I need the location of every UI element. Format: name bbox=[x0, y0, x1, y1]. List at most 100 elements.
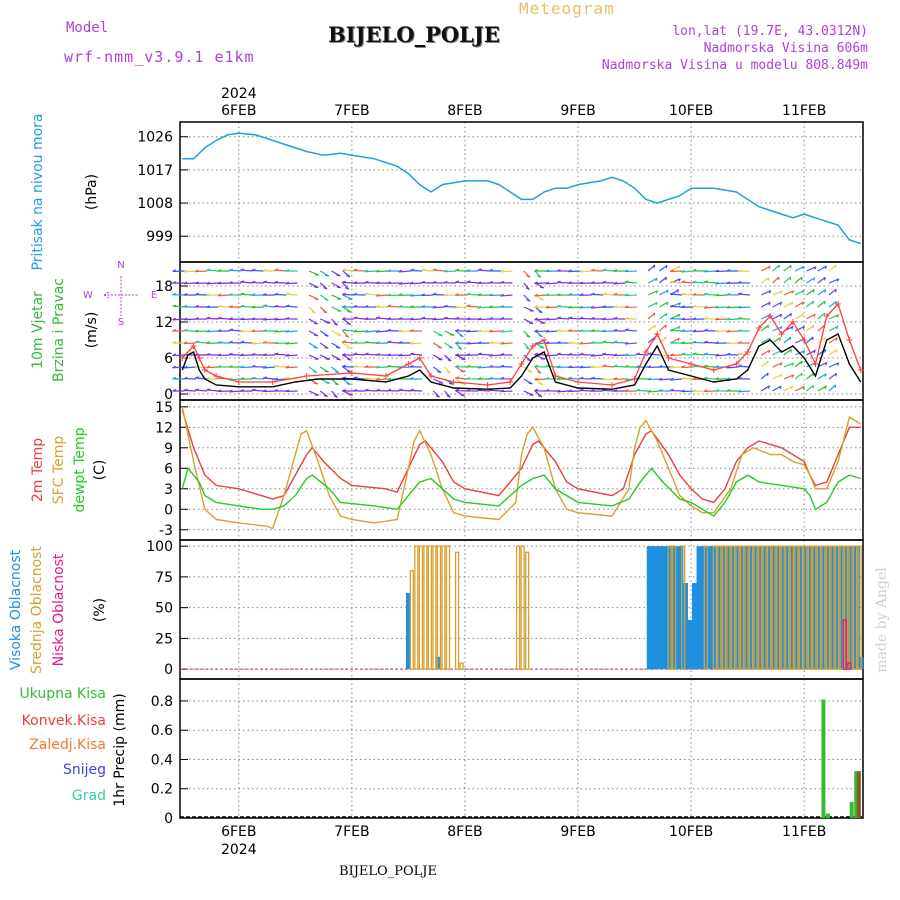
wind-vector-head bbox=[206, 293, 211, 296]
wind-vector-head bbox=[459, 334, 464, 338]
wind-vector-head bbox=[228, 317, 233, 320]
wind-vector-head bbox=[353, 281, 358, 284]
wind-vector-head bbox=[432, 280, 437, 284]
wind-vector-head bbox=[568, 316, 573, 319]
cloud-bar-high bbox=[823, 546, 829, 670]
wind-vector-head bbox=[779, 362, 783, 366]
ytick-label-pressure-0: 999 bbox=[146, 229, 173, 245]
ytick-label-temperature-3: 6 bbox=[164, 461, 173, 477]
cloud-bar-mid bbox=[771, 545, 776, 670]
wind-vector-head bbox=[217, 389, 222, 393]
wind-vector bbox=[251, 269, 264, 272]
wind-vector-head bbox=[375, 388, 380, 392]
ytick-label-precip-1: 0.2 bbox=[151, 782, 173, 798]
wind-vector-head bbox=[285, 292, 290, 295]
wind-vector-head bbox=[217, 293, 222, 297]
wind-vector-head bbox=[590, 341, 595, 344]
wind-vector bbox=[613, 341, 626, 344]
wind-vector-head bbox=[409, 293, 414, 297]
ytick-label-temperature-4: 9 bbox=[164, 441, 173, 457]
wind-vector-head bbox=[726, 352, 731, 356]
wind-vector-head bbox=[477, 365, 482, 369]
cloud-bar-high bbox=[836, 546, 842, 670]
wind-vector-head bbox=[538, 395, 543, 398]
wind-vector bbox=[557, 317, 570, 320]
wind-vector-head bbox=[217, 281, 222, 285]
wind-vector bbox=[715, 282, 728, 285]
wind-vector-head bbox=[534, 341, 538, 345]
wind-vector-head bbox=[437, 370, 442, 374]
wind-vector bbox=[251, 389, 264, 392]
wind-vector-head bbox=[768, 265, 771, 270]
temp-line-sfc-temp bbox=[181, 406, 862, 530]
wind-vector-head bbox=[206, 281, 211, 285]
wind-vector-head bbox=[285, 376, 290, 379]
wind-vector-head bbox=[364, 292, 369, 295]
wind-vector-head bbox=[681, 305, 686, 308]
wind-vector bbox=[794, 372, 803, 380]
wind-vector bbox=[704, 365, 717, 368]
wind-vector bbox=[737, 365, 750, 368]
cloud-bar-low bbox=[842, 619, 848, 670]
wind-vector-head bbox=[274, 377, 278, 381]
wind-vector-head bbox=[528, 370, 533, 373]
wind-vector-head bbox=[726, 341, 731, 345]
wind-vector-head bbox=[669, 316, 674, 320]
wind-vector-head bbox=[336, 358, 341, 361]
wind-vector-head bbox=[228, 281, 233, 284]
wind-gust-marker bbox=[755, 325, 762, 331]
compass-north: N bbox=[117, 260, 124, 271]
wind-vector-head bbox=[313, 382, 318, 385]
cloud-bar-mid bbox=[794, 545, 799, 670]
wind-vector bbox=[806, 372, 814, 380]
wind-vector-head bbox=[353, 341, 358, 344]
wind-vector-head bbox=[251, 364, 256, 368]
wind-vector-head bbox=[665, 265, 668, 269]
wind-vector-head bbox=[488, 268, 493, 272]
wind-vector bbox=[263, 366, 276, 369]
wind-vector-head bbox=[438, 358, 443, 361]
wind-vector bbox=[659, 324, 667, 332]
wind-vector-head bbox=[824, 337, 826, 341]
wind-vector-head bbox=[477, 329, 482, 333]
wind-vector-head bbox=[801, 313, 804, 317]
wind-vector-head bbox=[323, 287, 328, 290]
cloud-bar-high bbox=[705, 546, 711, 670]
wind-vector bbox=[229, 329, 242, 332]
wind-vector-head bbox=[228, 340, 233, 344]
wind-vector bbox=[670, 366, 683, 369]
wind-vector bbox=[772, 373, 782, 380]
wind-vector bbox=[760, 290, 772, 296]
wind-vector-head bbox=[342, 268, 347, 271]
wind-vector bbox=[183, 366, 196, 369]
wind-vector bbox=[817, 361, 828, 368]
wind-vector-head bbox=[336, 346, 341, 349]
cloud-bar-mid bbox=[857, 545, 862, 670]
wind-vector bbox=[828, 337, 838, 344]
wind-vector bbox=[545, 282, 558, 285]
wind-vector-head bbox=[767, 277, 770, 281]
wind-vector-head bbox=[375, 329, 380, 333]
wind-vector bbox=[240, 366, 253, 369]
wind-vector-head bbox=[703, 352, 708, 355]
wind-vector-head bbox=[624, 377, 629, 381]
wind-vector-head bbox=[240, 268, 245, 271]
cloud-bar-high bbox=[405, 592, 411, 670]
wind-vector bbox=[681, 353, 694, 356]
top-date-1: 7FEB bbox=[334, 103, 369, 119]
wind-vector-head bbox=[715, 353, 719, 357]
wind-vector bbox=[466, 342, 479, 345]
wind-vector-head bbox=[737, 329, 742, 332]
wind-vector-head bbox=[545, 293, 550, 296]
wind-gust-marker bbox=[778, 331, 785, 337]
wind-vector-head bbox=[364, 352, 369, 355]
wind-vector bbox=[387, 341, 400, 344]
wind-vector-head bbox=[409, 268, 414, 272]
wind-vector-head bbox=[703, 269, 708, 273]
wind-vector bbox=[772, 276, 780, 284]
wind-vector-head bbox=[455, 328, 459, 332]
wind-vector-head bbox=[556, 352, 561, 355]
ytick-label-temperature-5: 12 bbox=[155, 420, 173, 436]
cloud-bar-high bbox=[669, 546, 675, 670]
wind-vector-head bbox=[681, 389, 686, 393]
